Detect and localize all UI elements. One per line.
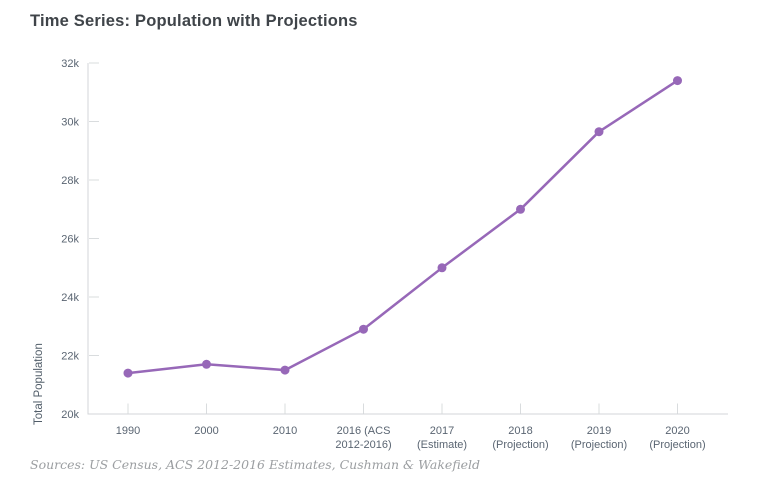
- y-tick-label: 22k: [61, 351, 79, 363]
- data-point: [359, 324, 368, 334]
- line-series: [126, 79, 679, 375]
- data-point: [594, 127, 604, 137]
- x-tick-label: 2018: [508, 425, 532, 437]
- data-point: [202, 359, 211, 369]
- x-tick-label: 2010: [273, 425, 297, 437]
- x-tick-label: 2019: [587, 425, 611, 437]
- y-tick-label: 26k: [61, 234, 79, 246]
- y-tick-label: 24k: [61, 292, 79, 304]
- y-tick-label: 20k: [61, 409, 79, 421]
- data-point: [437, 263, 447, 273]
- y-tick-label: 30k: [61, 117, 79, 129]
- data-point: [123, 368, 133, 378]
- y-tick-label: 28k: [61, 175, 79, 187]
- chart-title: Time Series: Population with Projections: [30, 12, 358, 30]
- x-tick-label: (Projection): [492, 439, 548, 451]
- x-tick-label: 2016 (ACS: [337, 425, 391, 437]
- x-tick-label: 2012-2016): [335, 439, 391, 451]
- data-point: [516, 204, 525, 214]
- y-tick-label: 32k: [61, 58, 79, 70]
- x-tick-label: 2020: [665, 425, 689, 437]
- axis-lines: [87, 63, 728, 415]
- x-tick-label: 2000: [194, 425, 218, 437]
- x-tick-label: (Projection): [571, 439, 627, 451]
- data-point: [280, 365, 290, 375]
- x-tick-label: 1990: [116, 425, 140, 437]
- x-tick-label: 2017: [430, 425, 454, 437]
- x-tick-label: (Estimate): [417, 439, 467, 451]
- y-axis-label: Total Population: [33, 343, 45, 425]
- data-point: [673, 76, 682, 86]
- x-tick-label: (Projection): [649, 439, 705, 451]
- source-note: Sources: US Census, ACS 2012-2016 Estima…: [30, 457, 481, 472]
